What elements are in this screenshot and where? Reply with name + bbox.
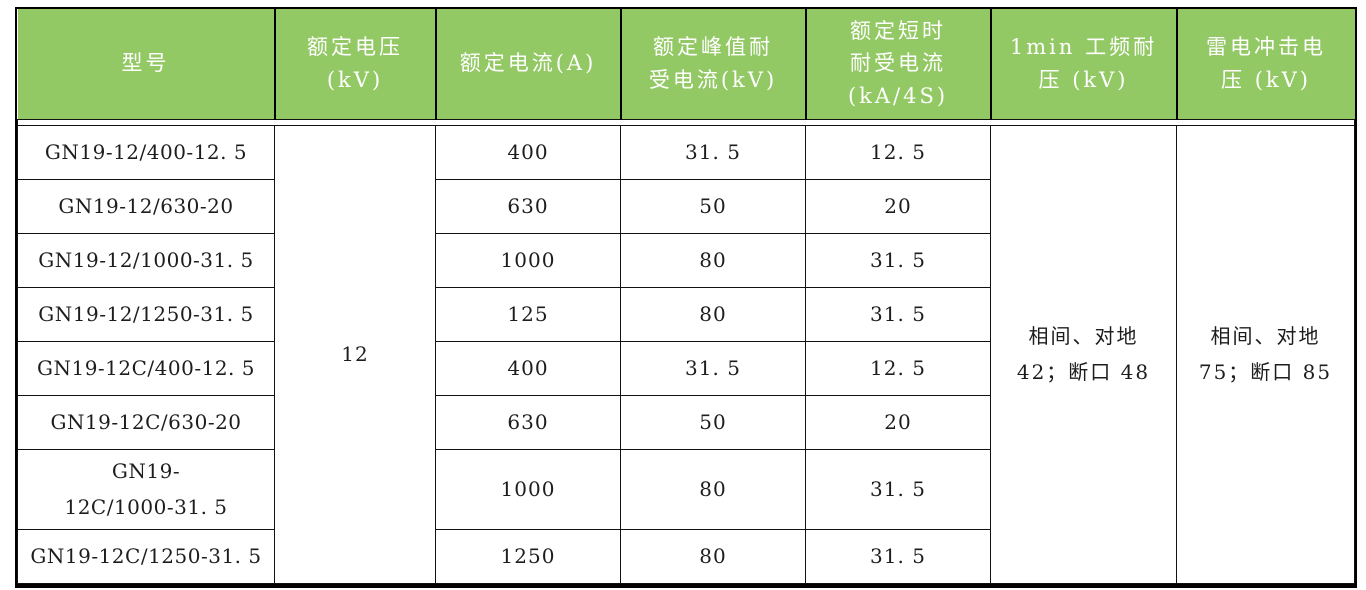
cell-short: 31. 5 <box>805 448 991 530</box>
cell-model: GN19- 12C/1000-31. 5 <box>17 448 275 530</box>
cell-short: 31. 5 <box>805 286 991 342</box>
cell-current: 1250 <box>435 528 621 584</box>
header-rated-voltage: 额定电压 (kV) <box>273 9 437 119</box>
cell-model: GN19-12/400-12. 5 <box>17 124 275 180</box>
cell-model: GN19-12C/400-12. 5 <box>17 340 275 396</box>
cell-model: GN19-12/630-20 <box>17 178 275 234</box>
cell-peak: 80 <box>620 232 806 288</box>
header-lightning-impulse: 雷电冲击电 压 (kV) <box>1175 9 1355 119</box>
cell-model: GN19-12C/1250-31. 5 <box>17 528 275 584</box>
cell-current: 125 <box>435 286 621 342</box>
cell-model: GN19-12/1250-31. 5 <box>17 286 275 342</box>
cell-short: 20 <box>805 178 991 234</box>
cell-peak: 31. 5 <box>620 124 806 180</box>
cell-short: 12. 5 <box>805 124 991 180</box>
cell-model: GN19-12/1000-31. 5 <box>17 232 275 288</box>
cell-peak: 50 <box>620 178 806 234</box>
header-model: 型号 <box>17 9 276 119</box>
table-row: GN19-12C/630-20 630 50 20 <box>17 394 1355 450</box>
table-row: GN19-12/1000-31. 5 1000 80 31. 5 <box>17 232 1355 288</box>
header-rated-current: 额定电流(A) <box>434 9 622 119</box>
cell-current: 400 <box>435 124 621 180</box>
cell-lightning-merged: 相间、对地 75；断口 85 <box>1176 124 1355 584</box>
table-row: GN19- 12C/1000-31. 5 1000 80 31. 5 <box>17 448 1355 530</box>
table-row: GN19-12/400-12. 5 12 400 31. 5 12. 5 相间、… <box>17 124 1355 584</box>
table-row: GN19-12C/1250-31. 5 1250 80 31. 5 <box>17 528 1355 584</box>
cell-short: 12. 5 <box>805 340 991 396</box>
table-row: GN19-12C/400-12. 5 400 31. 5 12. 5 <box>17 340 1355 396</box>
table-row: GN19-12/1250-31. 5 125 80 31. 5 <box>17 286 1355 342</box>
header-row: 型号 额定电压 (kV) 额定电流(A) 额定峰值耐 受电流(kV) 额定短时 … <box>17 9 1355 119</box>
cell-peak: 80 <box>620 528 806 584</box>
header-short-time-withstand: 额定短时 耐受电流 (kA/4S) <box>804 9 992 119</box>
spec-table-wrapper: 型号 额定电压 (kV) 额定电流(A) 额定峰值耐 受电流(kV) 额定短时 … <box>15 7 1357 588</box>
cell-current: 630 <box>435 178 621 234</box>
cell-peak: 80 <box>620 286 806 342</box>
cell-current: 400 <box>435 340 621 396</box>
header-power-freq-withstand: 1min 工频耐 压 (kV) <box>989 9 1178 119</box>
cell-rated-voltage-merged: 12 <box>274 124 436 584</box>
header-peak-withstand: 额定峰值耐 受电流(kV) <box>619 9 807 119</box>
switch-spec-table: 型号 额定电压 (kV) 额定电流(A) 额定峰值耐 受电流(kV) 额定短时 … <box>17 9 1355 584</box>
cell-short: 20 <box>805 394 991 450</box>
cell-current: 630 <box>435 394 621 450</box>
cell-peak: 31. 5 <box>620 340 806 396</box>
cell-model: GN19-12C/630-20 <box>17 394 275 450</box>
table-row: GN19-12/630-20 630 50 20 <box>17 178 1355 234</box>
cell-peak: 50 <box>620 394 806 450</box>
cell-power-freq-merged: 相间、对地 42；断口 48 <box>990 124 1177 584</box>
cell-current: 1000 <box>435 448 621 530</box>
cell-short: 31. 5 <box>805 528 991 584</box>
cell-peak: 80 <box>620 448 806 530</box>
cell-current: 1000 <box>435 232 621 288</box>
cell-short: 31. 5 <box>805 232 991 288</box>
